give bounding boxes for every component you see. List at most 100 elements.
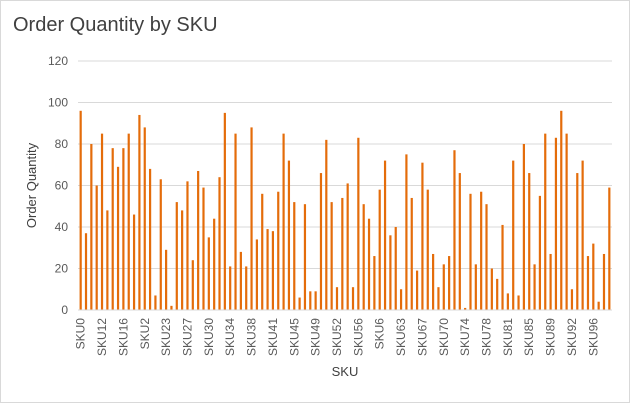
bar — [303, 204, 307, 310]
bar — [90, 144, 93, 310]
gridlines — [78, 60, 612, 269]
bar — [95, 185, 98, 310]
x-tick-label: SKU16 — [116, 318, 130, 356]
bar — [362, 204, 365, 310]
bar — [512, 160, 515, 310]
bar — [453, 150, 456, 310]
bar — [432, 253, 435, 310]
x-tick-label: SKU45 — [287, 318, 301, 356]
bar — [218, 177, 221, 310]
bar — [576, 173, 579, 310]
bar — [239, 251, 242, 310]
chart-title: Order Quantity by SKU — [13, 14, 218, 36]
bar — [506, 293, 509, 310]
bar — [399, 289, 403, 310]
bar — [421, 162, 424, 310]
bar — [84, 233, 88, 310]
bar — [154, 295, 157, 310]
x-tick-label: SKU6 — [373, 318, 387, 350]
bar — [538, 195, 542, 310]
y-tick-label: 120 — [48, 54, 68, 68]
bar — [570, 289, 574, 310]
bar — [223, 112, 226, 310]
x-tick-label: SKU92 — [565, 318, 579, 356]
bar — [261, 193, 264, 310]
bar — [186, 181, 189, 310]
bar — [106, 210, 109, 310]
bar — [405, 154, 408, 310]
x-tick-label: SKU12 — [95, 318, 109, 356]
bar — [522, 144, 525, 310]
bar — [480, 191, 483, 310]
bar — [138, 114, 141, 310]
bar — [581, 160, 584, 310]
bar — [143, 127, 146, 311]
bar — [207, 237, 210, 310]
bar — [341, 197, 344, 310]
bar — [325, 139, 328, 310]
y-tick-label: 60 — [55, 179, 69, 193]
bar — [474, 264, 477, 310]
bar — [181, 210, 184, 310]
bar — [549, 253, 552, 310]
x-tick-label: SKU63 — [394, 318, 408, 356]
bar — [266, 229, 269, 310]
bar — [79, 110, 82, 310]
bar — [148, 168, 152, 310]
bar — [458, 173, 461, 310]
bar — [394, 227, 397, 310]
y-tick-label: 100 — [48, 96, 68, 110]
bar — [159, 179, 162, 310]
bar — [592, 243, 595, 310]
bar — [202, 187, 205, 310]
bar — [501, 224, 504, 310]
bar — [346, 183, 349, 310]
bar — [608, 187, 611, 310]
bar — [293, 202, 296, 310]
y-axis-title: Order Quantity — [24, 142, 39, 228]
bar — [245, 266, 248, 310]
bar — [100, 133, 104, 310]
bar — [309, 291, 312, 310]
bar — [597, 301, 600, 310]
x-tick-label: SKU70 — [437, 318, 451, 356]
bar — [533, 264, 536, 310]
y-tick-label: 80 — [55, 137, 69, 151]
bar — [277, 191, 280, 310]
bar — [116, 166, 120, 310]
x-tick-label: SKU27 — [180, 318, 194, 356]
x-tick-label: SKU41 — [266, 318, 280, 356]
bar — [586, 256, 590, 310]
x-tick-label: SKU85 — [522, 318, 536, 356]
bar — [175, 202, 178, 310]
bar — [554, 137, 558, 310]
x-tick-label: SKU2 — [138, 318, 152, 350]
bar — [496, 278, 499, 310]
x-tick-label: SKU89 — [544, 318, 558, 356]
bar — [287, 160, 291, 310]
y-tick-label: 20 — [55, 262, 69, 276]
bar — [373, 256, 376, 310]
bar — [165, 249, 168, 310]
bar — [122, 148, 125, 310]
bar — [410, 197, 413, 310]
bar — [213, 218, 216, 310]
x-tick-label: SKU96 — [586, 318, 600, 356]
bar — [170, 305, 173, 310]
bar — [415, 270, 419, 310]
bar — [490, 268, 493, 310]
bar — [234, 133, 237, 310]
bar — [250, 127, 253, 311]
bar — [464, 307, 467, 310]
bar — [437, 287, 440, 310]
bar — [271, 231, 275, 310]
bar — [127, 133, 130, 310]
x-tick-label: SKU49 — [309, 318, 323, 356]
y-tick-label: 40 — [55, 220, 69, 234]
x-tick-label: SKU67 — [415, 318, 429, 356]
bar — [298, 297, 301, 310]
x-axis-title: SKU — [332, 364, 359, 379]
x-tick-label: SKU30 — [202, 318, 216, 356]
